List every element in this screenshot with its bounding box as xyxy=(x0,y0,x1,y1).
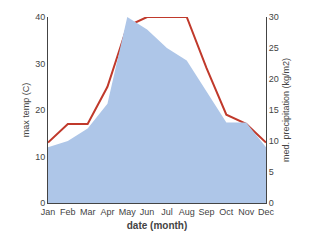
svg-text:40: 40 xyxy=(35,12,45,22)
svg-text:10: 10 xyxy=(35,152,45,162)
svg-text:Jan: Jan xyxy=(41,207,56,217)
svg-text:30: 30 xyxy=(269,12,279,22)
svg-text:25: 25 xyxy=(269,43,279,53)
svg-text:20: 20 xyxy=(35,105,45,115)
svg-text:Apr: Apr xyxy=(100,207,114,217)
svg-text:30: 30 xyxy=(35,59,45,69)
svg-text:0: 0 xyxy=(40,198,45,208)
svg-text:Jun: Jun xyxy=(140,207,155,217)
svg-text:max temp (C): max temp (C) xyxy=(21,83,31,138)
svg-text:date (month): date (month) xyxy=(127,220,188,231)
svg-text:20: 20 xyxy=(269,74,279,84)
svg-text:Nov: Nov xyxy=(238,207,255,217)
svg-text:med. precipitation (kg/m2): med. precipitation (kg/m2) xyxy=(281,58,291,162)
svg-text:15: 15 xyxy=(269,105,279,115)
svg-text:Jul: Jul xyxy=(161,207,173,217)
svg-text:5: 5 xyxy=(269,167,274,177)
svg-text:Feb: Feb xyxy=(60,207,76,217)
svg-text:Dec: Dec xyxy=(258,207,275,217)
svg-text:Oct: Oct xyxy=(219,207,234,217)
svg-text:Mar: Mar xyxy=(80,207,96,217)
svg-text:Aug: Aug xyxy=(179,207,195,217)
svg-text:Sep: Sep xyxy=(199,207,215,217)
svg-text:May: May xyxy=(119,207,137,217)
svg-text:10: 10 xyxy=(269,136,279,146)
svg-text:0: 0 xyxy=(269,198,274,208)
